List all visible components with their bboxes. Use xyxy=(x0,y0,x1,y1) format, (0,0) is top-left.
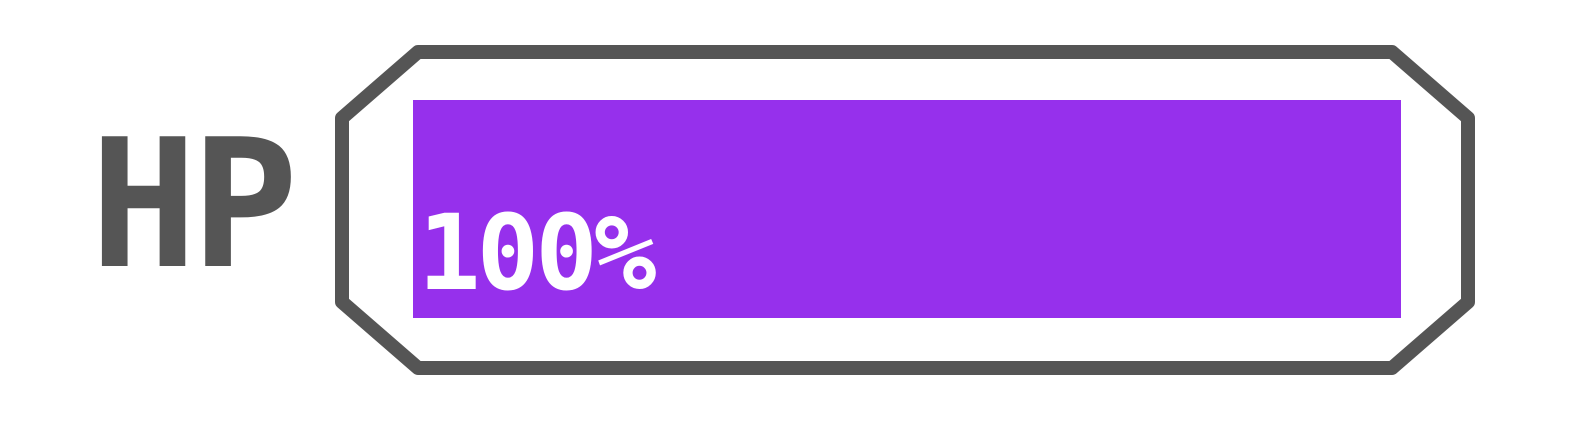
hp-label: HP xyxy=(90,101,298,308)
hp-value-text: 100% xyxy=(418,192,656,314)
hp-bar-fill xyxy=(413,100,1401,318)
hp-bar-track xyxy=(413,100,1401,318)
